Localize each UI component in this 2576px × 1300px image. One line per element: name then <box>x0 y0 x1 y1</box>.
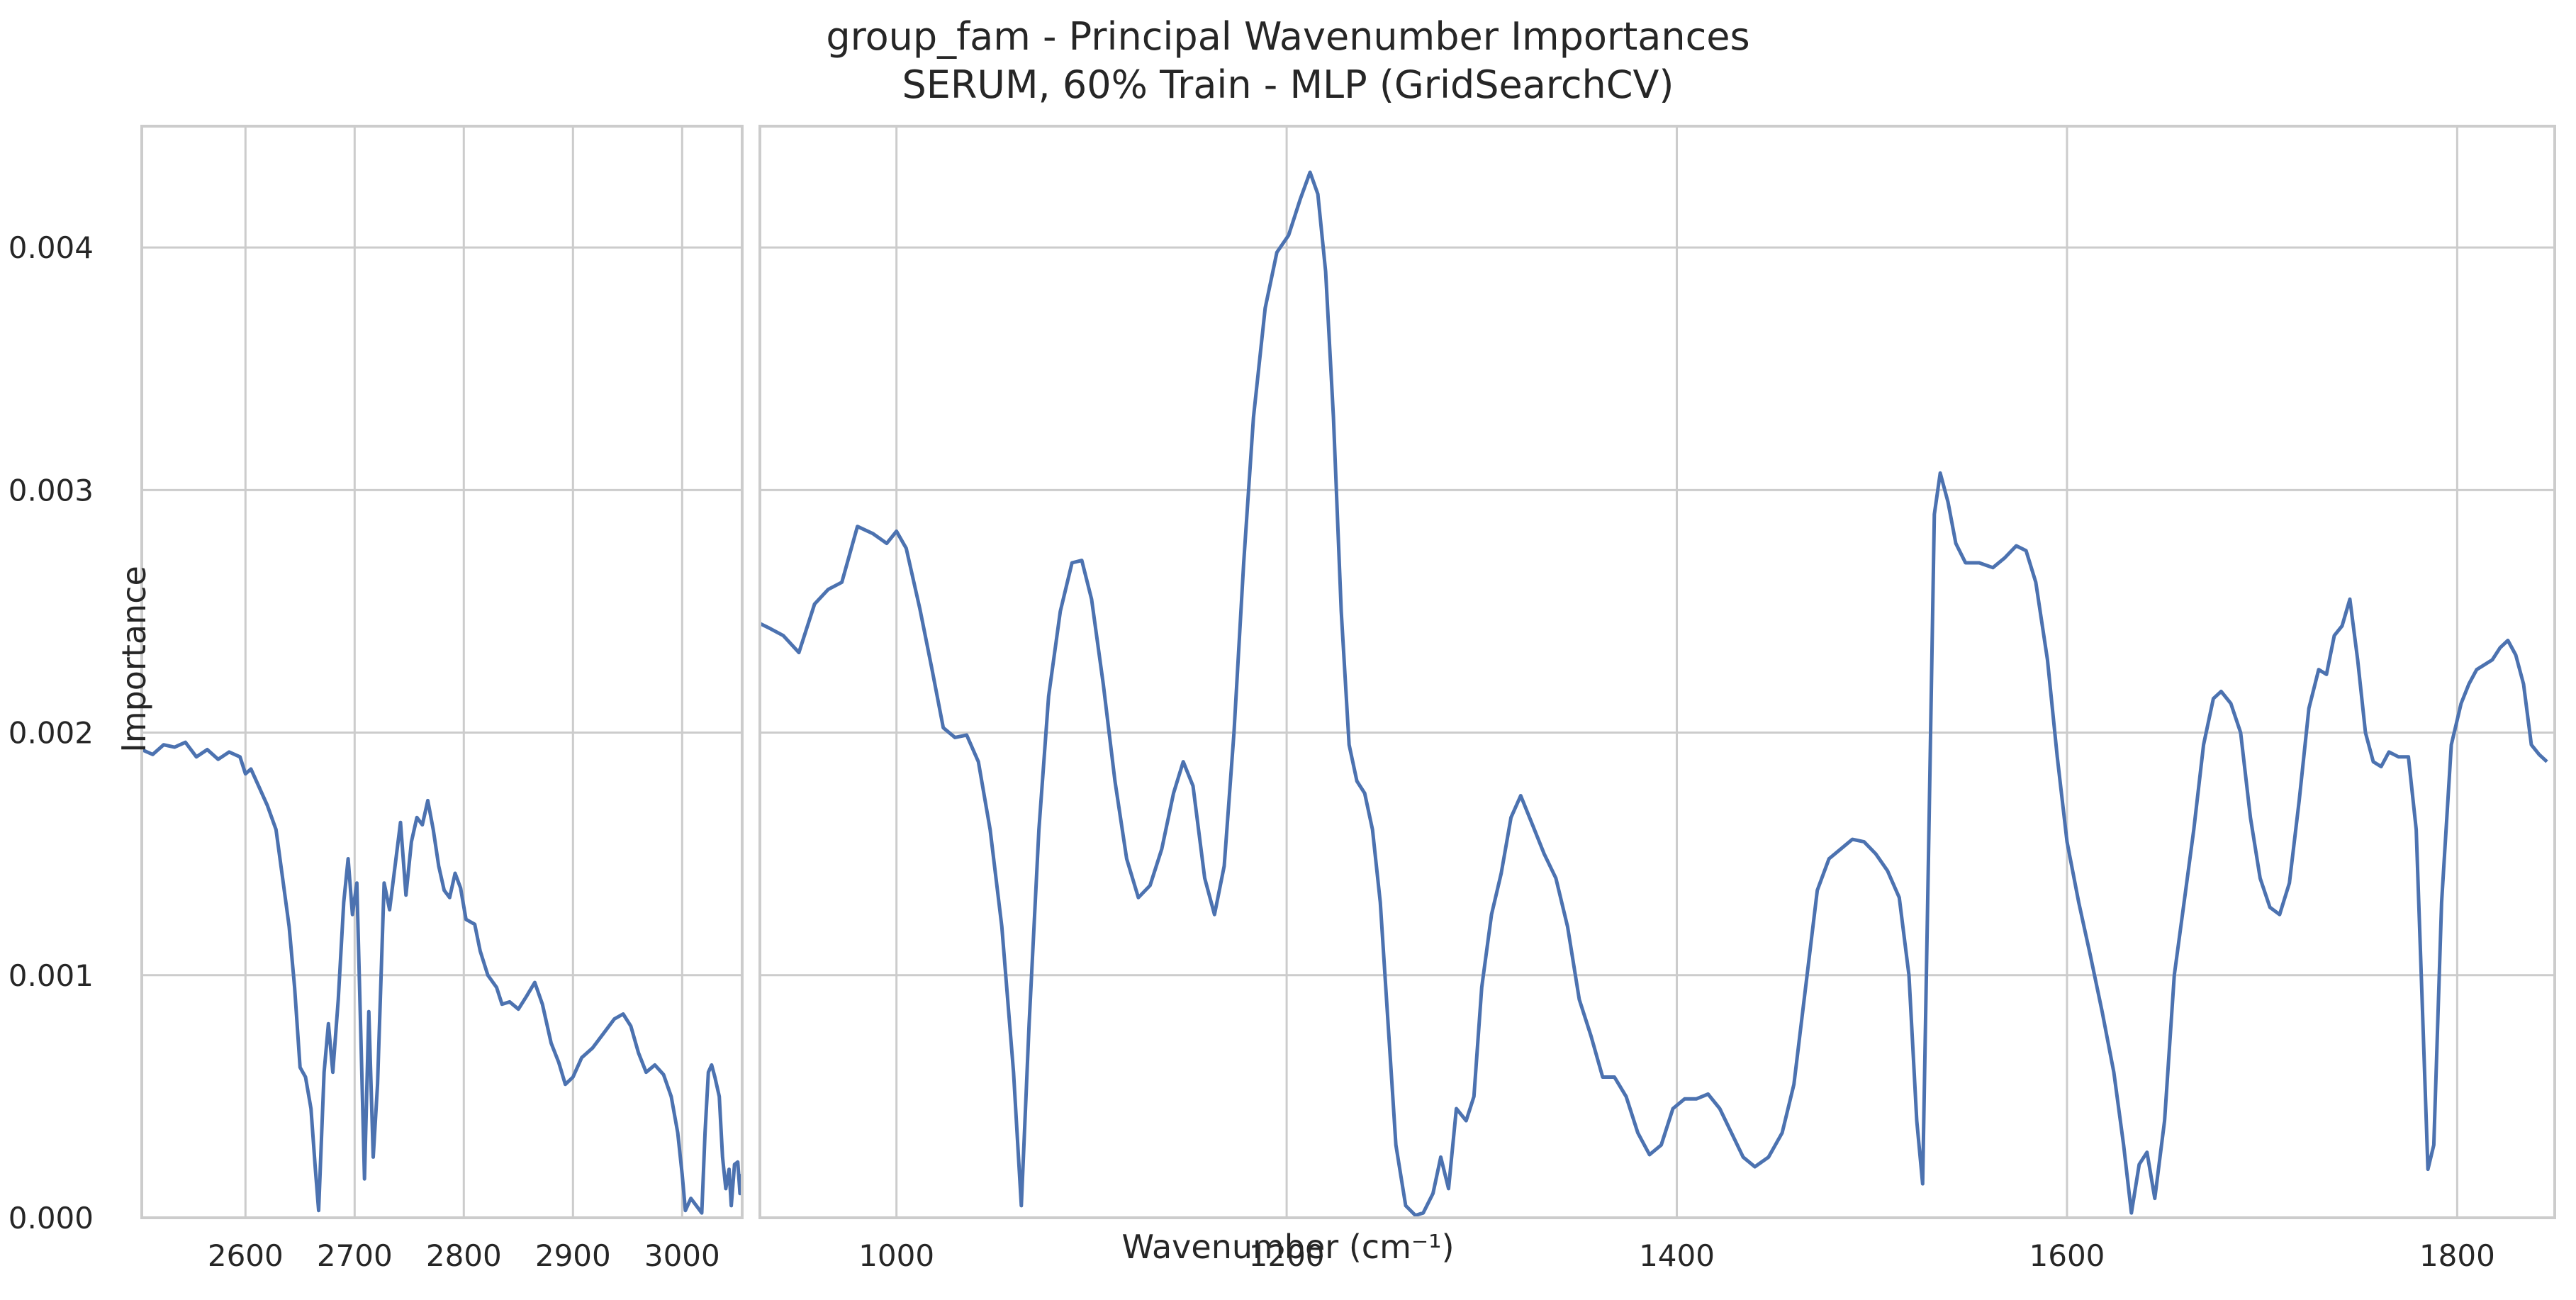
x-tick-label: 2600 <box>208 1238 284 1273</box>
importance-series-line <box>142 740 742 1215</box>
y-tick-label: 0.000 <box>9 1201 94 1235</box>
importance-series-line <box>760 170 2548 1218</box>
x-axis-label: Wavenumber (cm⁻¹) <box>1121 1228 1454 1266</box>
chart-title: group_fam - Principal Wavenumber Importa… <box>826 14 1749 59</box>
x-tick-label: 2900 <box>535 1238 611 1273</box>
panel-frame <box>758 125 2556 1219</box>
x-tick-label: 1600 <box>2029 1238 2105 1273</box>
x-tick-label: 1800 <box>2419 1238 2495 1273</box>
right-panel: 1000 1200 1400 1600 1800 <box>758 125 2556 1273</box>
y-tick-label: 0.002 <box>9 716 94 751</box>
x-tick-label: 1200 <box>1249 1238 1325 1273</box>
y-axis-label: Importance <box>115 566 153 753</box>
x-tick-label: 2700 <box>317 1238 393 1273</box>
chart-subtitle: SERUM, 60% Train - MLP (GridSearchCV) <box>902 62 1674 107</box>
y-axis-ticks: 0.000 0.001 0.002 0.003 0.004 <box>9 230 94 1235</box>
y-tick-label: 0.003 <box>9 473 94 508</box>
left-panel: 2600 2700 2800 2900 3000 <box>140 125 744 1273</box>
y-tick-label: 0.004 <box>9 230 94 265</box>
x-tick-label: 1400 <box>1639 1238 1715 1273</box>
x-tick-label: 3000 <box>644 1238 720 1273</box>
y-tick-label: 0.001 <box>9 958 94 993</box>
x-tick-label: 2800 <box>426 1238 502 1273</box>
x-tick-label: 1000 <box>858 1238 934 1273</box>
panel-frame <box>140 125 744 1219</box>
